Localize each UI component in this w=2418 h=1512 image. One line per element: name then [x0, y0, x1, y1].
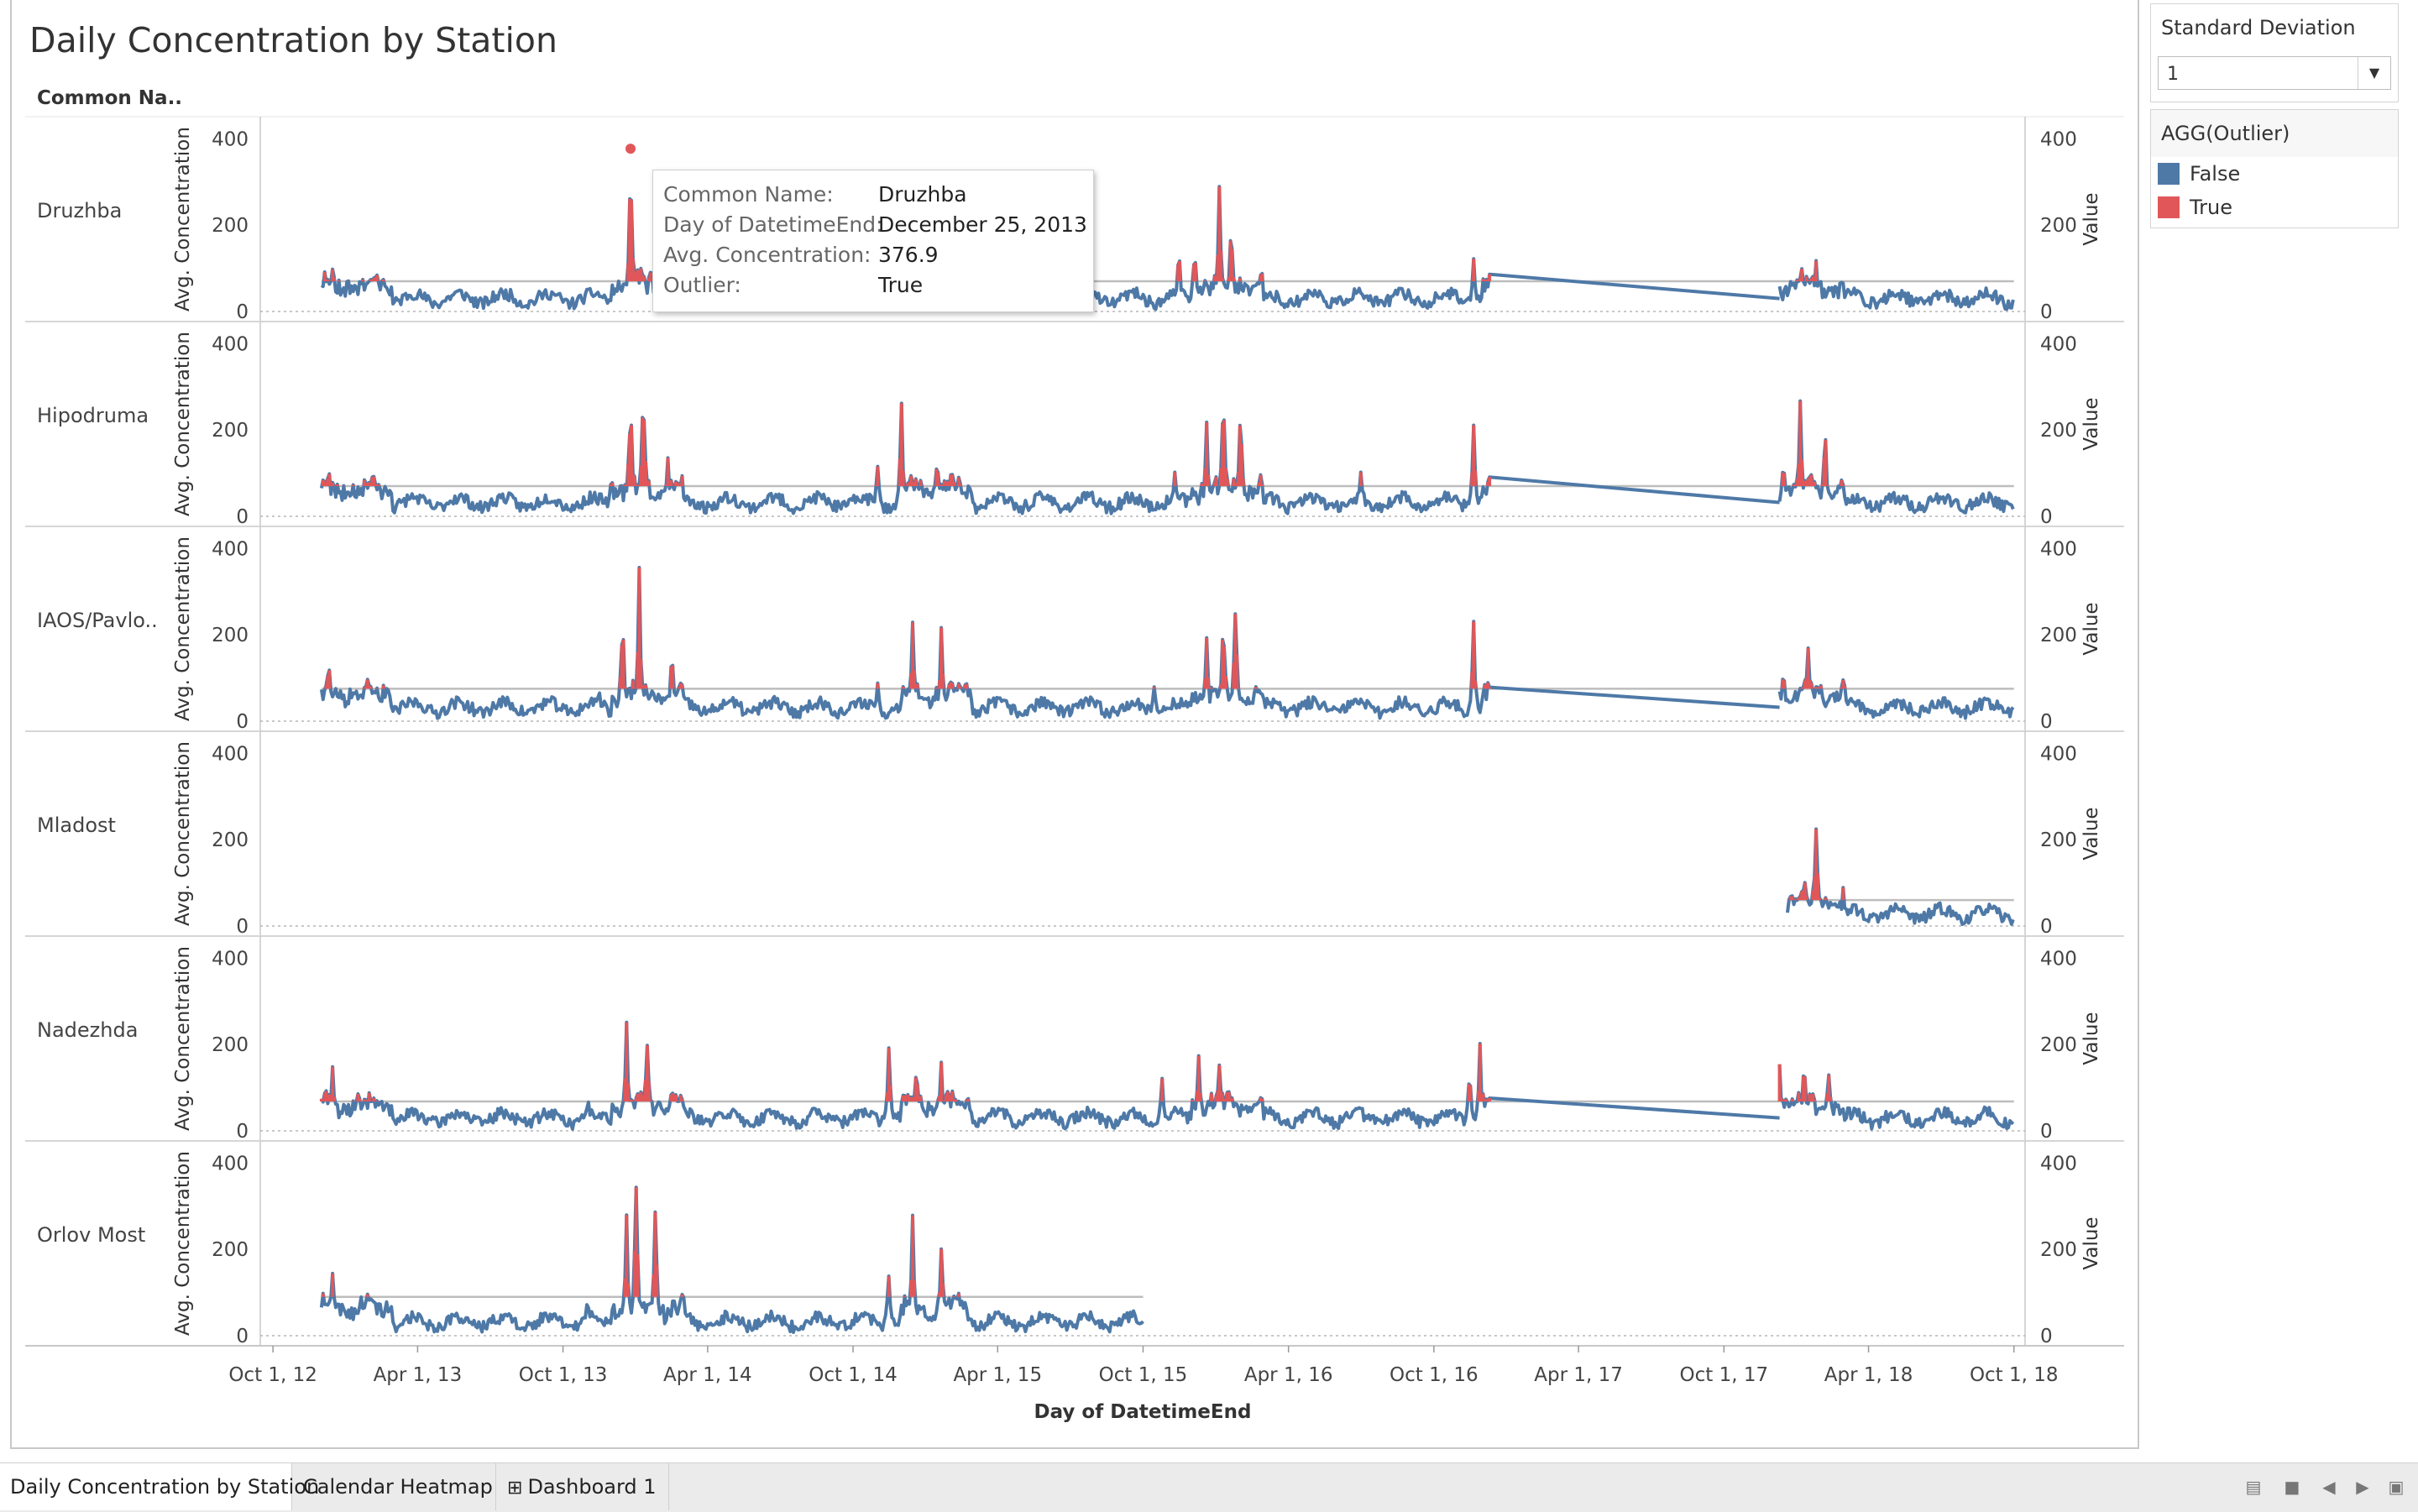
tab-label: Dashboard 1	[527, 1475, 657, 1499]
legend-swatch	[2158, 196, 2180, 218]
tooltip-key: Common Name:	[663, 182, 834, 207]
legend-label: True	[2190, 196, 2232, 219]
dashboard-grid-icon: ⊞	[507, 1478, 523, 1499]
chevron-right-icon[interactable]: ▶	[2356, 1477, 2369, 1497]
outlier-legend-card: AGG(Outlier) False True	[2150, 109, 2399, 228]
std-dev-value: 1	[2167, 64, 2179, 85]
tooltip-key: Day of DatetimeEnd:	[663, 212, 883, 237]
legend-item-false[interactable]: False	[2158, 162, 2240, 186]
legend-item-true[interactable]: True	[2158, 196, 2232, 219]
tooltip-value: True	[878, 273, 924, 297]
std-dev-label: Standard Deviation	[2161, 16, 2356, 39]
tooltip-key: Outlier:	[663, 273, 741, 297]
tooltip: Common Name: Druzhba Day of DatetimeEnd:D…	[652, 170, 1094, 312]
tooltip-value: December 25, 2013	[878, 212, 1087, 237]
legend-label: False	[2190, 162, 2241, 186]
tooltip-value: 376.9	[878, 243, 939, 267]
sheet-tab-bar: Daily Concentration by Station Calendar …	[0, 1462, 2418, 1512]
chevron-left-icon[interactable]: ◀	[2322, 1477, 2336, 1497]
row-header-common-name[interactable]: Common Na..	[37, 87, 183, 109]
presentation-mode-icon[interactable]: ▣	[2388, 1477, 2405, 1497]
tooltip-row-day: Day of DatetimeEnd:December 25, 2013	[663, 212, 1087, 237]
tooltip-key: Avg. Concentration:	[663, 243, 871, 267]
legend-title: AGG(Outlier)	[2151, 110, 2398, 157]
std-dev-parameter-card: Standard Deviation 1 ▼	[2150, 3, 2399, 102]
tab-daily-concentration[interactable]: Daily Concentration by Station	[0, 1463, 319, 1510]
tooltip-row-outlier: Outlier: True	[663, 273, 923, 297]
legend-swatch	[2158, 163, 2180, 185]
tab-calendar-heatmap[interactable]: Calendar Heatmap	[293, 1463, 496, 1510]
tooltip-value: Druzhba	[878, 182, 967, 207]
chevron-down-icon[interactable]: ▼	[2358, 57, 2390, 89]
tooltip-row-common-name: Common Name: Druzhba	[663, 182, 967, 207]
tab-dashboard-1[interactable]: ⊞ Dashboard 1	[497, 1463, 669, 1510]
tabs-view-icon[interactable]: ■	[2284, 1477, 2300, 1497]
filmstrip-view-icon[interactable]: ▤	[2245, 1477, 2262, 1497]
page-title: Daily Concentration by Station	[29, 20, 557, 60]
std-dev-dropdown[interactable]: 1 ▼	[2158, 56, 2391, 90]
tooltip-row-concentration: Avg. Concentration: 376.9	[663, 243, 939, 267]
